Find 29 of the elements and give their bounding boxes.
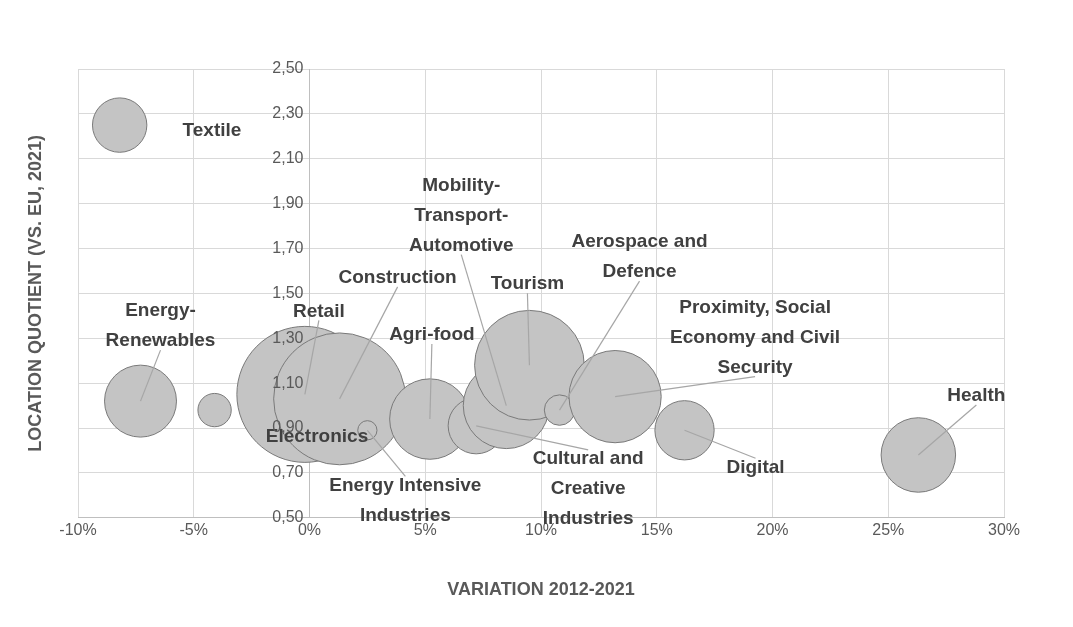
annotation: Health	[947, 384, 1006, 406]
annotation: Proximity, Social Economy and Civil Security	[670, 295, 841, 377]
x-tick-label: 20%	[756, 520, 789, 538]
y-tick-label: 1,90	[272, 194, 304, 212]
x-tick-label: 30%	[987, 520, 1021, 538]
y-tick-label: 2,10	[272, 149, 304, 167]
y-tick-label: 0,70	[272, 463, 304, 481]
x-tick-label: -5%	[179, 520, 208, 538]
y-tick-label: 1,70	[272, 238, 304, 256]
annotation: Aerospace and Defence	[571, 230, 708, 282]
x-tick-label: -10%	[59, 520, 97, 538]
x-tick-label: 25%	[872, 520, 905, 538]
y-tick-label: 2,50	[272, 59, 304, 77]
annotation: Agri-food	[389, 323, 475, 345]
y-tick-label: 2,30	[272, 104, 304, 122]
annotation: Mobility-Transport-Automotive	[409, 173, 514, 255]
annotation: Tourism	[490, 272, 565, 294]
x-tick-label: 15%	[640, 520, 673, 538]
x-axis-title: VARIATION 2012-2021	[447, 578, 635, 599]
annotation: Textile	[182, 119, 242, 141]
y-tick-label: 1,30	[272, 328, 304, 346]
x-tick-label: 5%	[413, 520, 437, 538]
y-tick-label: 1,10	[272, 373, 304, 391]
y-axis-title: LOCATION QUOTIENT (VS. EU, 2021)	[24, 135, 45, 452]
annotation: Construction	[338, 266, 457, 288]
annotation: Retail	[292, 299, 345, 321]
annotation: Digital	[726, 455, 785, 477]
annotation: Energy-Renewables	[105, 299, 216, 351]
y-tick-label: 1,50	[272, 283, 304, 301]
